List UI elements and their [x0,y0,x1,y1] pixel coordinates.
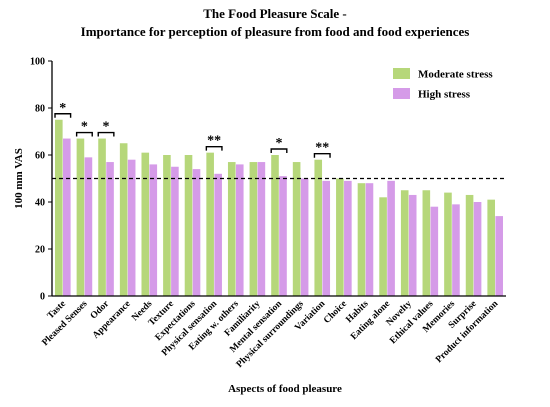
bar-moderate-20 [487,199,495,296]
legend-swatch-0 [393,68,410,79]
x-tick-label-13: Choice [322,299,349,326]
bar-moderate-19 [465,194,474,296]
bar-moderate-18 [444,192,452,296]
bar-moderate-17 [422,190,431,296]
bar-high-9 [257,162,266,296]
significance-bracket-5 [313,153,331,158]
bar-high-17 [430,206,439,296]
bar-moderate-14 [357,183,366,296]
y-tick-label-5: 100 [30,57,45,68]
bar-moderate-0 [55,119,63,296]
significance-bracket-3 [205,145,223,151]
significance-label-5: ** [315,141,329,156]
significance-label-3: ** [207,134,221,149]
bar-high-11 [300,178,309,296]
bar-high-7 [214,173,222,296]
y-tick-label-2: 40 [35,198,45,209]
bar-high-18 [452,204,460,296]
legend-swatch-1 [393,88,410,99]
bar-high-13 [344,180,352,296]
bar-high-6 [192,169,201,296]
bar-moderate-12 [314,159,323,296]
bar-moderate-8 [227,162,236,296]
y-tick-label-1: 20 [35,245,45,256]
bar-high-2 [106,162,114,296]
bar-high-19 [473,202,482,296]
significance-bracket-1 [75,131,93,137]
chart-title-line-1: The Food Pleasure Scale - [203,6,347,21]
bar-moderate-10 [271,155,279,296]
bar-high-14 [365,183,374,296]
x-axis-label: Aspects of food pleasure [228,383,342,395]
bar-moderate-9 [249,162,258,296]
bar-high-16 [408,194,417,296]
bar-high-10 [279,176,287,296]
bar-moderate-4 [141,152,150,296]
bar-moderate-15 [379,197,387,296]
significance-label-4: * [276,136,283,151]
significance-label-1: * [81,120,88,135]
bar-high-8 [235,164,244,296]
bar-moderate-16 [400,190,409,296]
bar-high-12 [322,180,331,296]
significance-label-0: * [59,101,66,116]
bar-high-20 [495,216,503,296]
legend-label-1: High stress [418,89,471,101]
bar-high-1 [84,157,93,296]
bar-moderate-3 [119,143,128,296]
significance-bracket-4 [270,148,288,153]
bar-high-3 [127,159,136,296]
chart-title-line-2: Importance for perception of pleasure fr… [80,24,470,39]
bar-moderate-7 [206,152,214,296]
bar-moderate-5 [163,155,171,296]
significance-label-2: * [103,120,110,135]
bar-moderate-6 [184,155,193,296]
bar-high-4 [149,164,158,296]
y-tick-label-0: 0 [40,292,45,303]
y-tick-label-4: 80 [35,104,45,115]
bar-moderate-11 [292,162,301,296]
significance-bracket-2 [97,131,115,137]
bar-moderate-13 [336,178,344,296]
bar-moderate-2 [98,138,106,296]
legend-label-0: Moderate stress [418,69,493,81]
bar-high-0 [63,138,71,296]
significance-bracket-0 [54,113,72,118]
bar-high-5 [171,166,179,296]
bar-high-15 [387,180,395,296]
bar-moderate-1 [76,138,85,296]
y-axis-label: 100 mm VAS [13,148,25,209]
y-tick-label-3: 60 [35,151,45,162]
